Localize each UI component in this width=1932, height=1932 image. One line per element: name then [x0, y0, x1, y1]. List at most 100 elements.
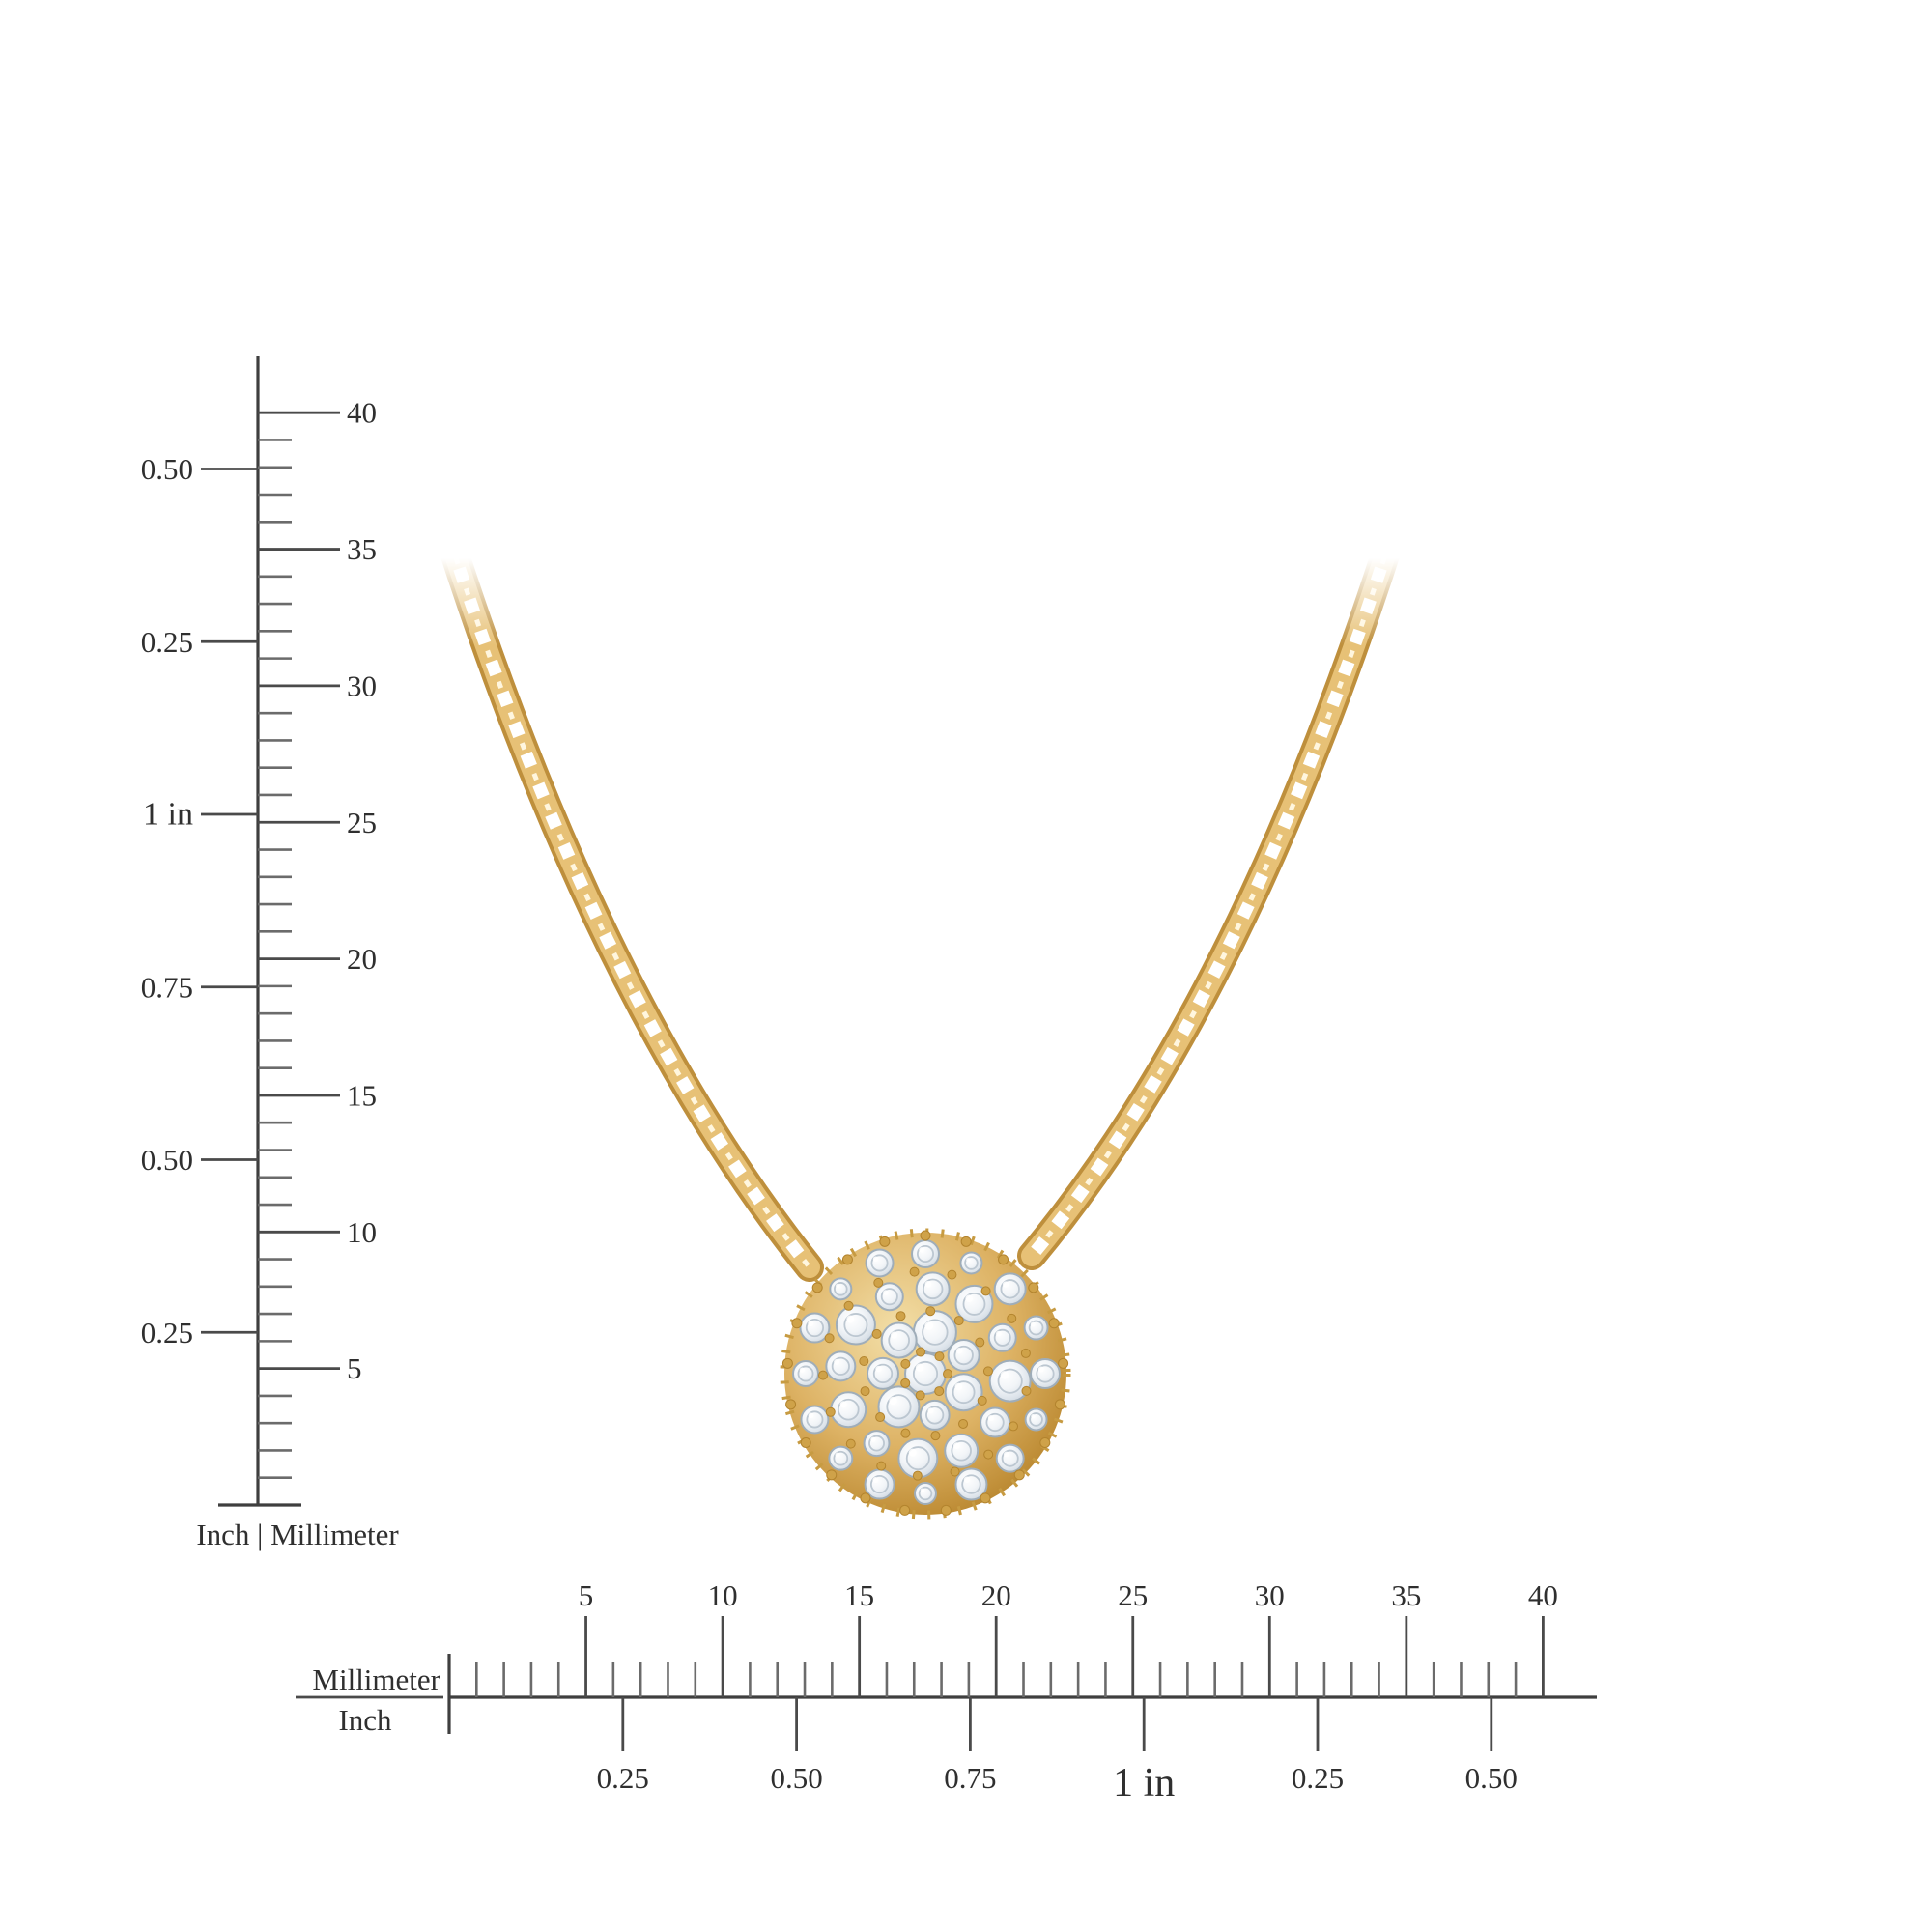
pendant-diamond — [988, 1359, 1032, 1403]
gold-bead — [947, 1269, 957, 1280]
inch-tick-label: 0.50 — [770, 1761, 822, 1795]
chain-left — [439, 526, 820, 1278]
chain-end-fade-left — [394, 500, 514, 645]
gold-bead — [825, 1406, 836, 1417]
diamond-highlight — [1003, 1451, 1009, 1458]
gold-bead — [860, 1492, 871, 1504]
diamond-facet-ring — [1036, 1364, 1055, 1383]
gold-bead — [977, 1395, 987, 1406]
diamond-highlight — [953, 1442, 960, 1450]
horizontal-ruler-mm-unit-label: Millimeter — [312, 1662, 440, 1696]
diamond-facet-ring — [922, 1278, 944, 1300]
gold-bead — [900, 1378, 911, 1388]
pendant-diamond — [919, 1399, 951, 1431]
diamond-highlight — [870, 1436, 876, 1442]
diamond-highlight — [956, 1348, 963, 1354]
gold-bead — [800, 1437, 811, 1448]
gold-bead — [1013, 1469, 1025, 1481]
diamond-facet-ring — [964, 1256, 979, 1270]
gold-bead — [934, 1386, 945, 1397]
gold-bead — [871, 1328, 882, 1339]
gold-bead — [983, 1449, 994, 1460]
diamond-facet-ring — [916, 1244, 935, 1264]
mm-tick-label: 20 — [347, 942, 377, 976]
inch-tick-label: 0.25 — [597, 1761, 649, 1795]
diamond-highlight — [987, 1414, 994, 1421]
gold-bead — [875, 1412, 886, 1423]
diamond-facet-ring — [951, 1439, 972, 1462]
mm-tick-label: 25 — [1118, 1578, 1148, 1612]
inch-tick-label: 1 in — [1113, 1761, 1175, 1805]
diamond-facet-ring — [912, 1360, 939, 1387]
gold-bead — [912, 1470, 923, 1481]
pendant-diamond — [915, 1271, 951, 1307]
gold-bead — [899, 1504, 911, 1516]
chain-right — [1027, 535, 1398, 1261]
pendant-diamond — [835, 1304, 876, 1346]
vertical-ruler: 5 10 15 20 25 30 35 40 0.25 0.50 0.75 1 in 0.25 0.50 — [141, 356, 377, 1507]
diamond-highlight — [1031, 1413, 1036, 1419]
vertical-ruler-units-label: Inch | Millimeter — [196, 1518, 399, 1551]
diamond-facet-ring — [1000, 1279, 1020, 1299]
gold-bead — [876, 1461, 887, 1471]
pendant-diamond — [880, 1321, 918, 1359]
diamond-highlight — [839, 1401, 847, 1408]
gold-bead — [980, 1286, 991, 1296]
pendant-diamond — [864, 1468, 895, 1500]
gold-bead — [925, 1306, 936, 1317]
diamond-facet-ring — [997, 1368, 1023, 1394]
pendant-diamond — [877, 1385, 921, 1429]
gold-bead — [1054, 1399, 1065, 1410]
diamond-facet-ring — [1029, 1412, 1043, 1427]
inch-tick-label: 0.25 — [141, 1316, 193, 1350]
pendant-diamond — [993, 1272, 1027, 1306]
diamond-facet-ring — [833, 1450, 849, 1466]
gold-bead — [841, 1254, 853, 1265]
diamond-facet-ring — [925, 1406, 945, 1425]
diamond-highlight — [924, 1321, 934, 1330]
chain-left — [435, 523, 824, 1282]
gold-bead — [843, 1300, 854, 1311]
gold-bead — [1020, 1348, 1031, 1358]
gold-bead — [980, 1492, 991, 1504]
inch-tick-label: 0.25 — [1292, 1761, 1344, 1795]
pendant — [780, 1228, 1071, 1520]
inch-tick-label: 0.50 — [141, 1143, 193, 1177]
diamond-facet-ring — [1028, 1320, 1044, 1336]
pendant-diamond — [825, 1350, 857, 1382]
diamond-facet-ring — [805, 1318, 825, 1338]
inch-tick-label: 0.75 — [944, 1761, 996, 1795]
diamond-highlight — [927, 1407, 934, 1414]
gold-bead — [845, 1438, 856, 1449]
mm-tick-label: 15 — [844, 1578, 874, 1612]
inch-tick-label: 0.50 — [141, 452, 193, 486]
diamond-highlight — [835, 1452, 840, 1458]
diamond-facet-ring — [905, 1446, 930, 1471]
diamond-facet-ring — [888, 1329, 910, 1351]
diamond-facet-ring — [961, 1474, 981, 1494]
diamond-facet-ring — [868, 1435, 885, 1452]
diamond-facet-ring — [918, 1486, 933, 1501]
diamond-highlight — [846, 1315, 855, 1323]
pendant-diamond — [829, 1277, 853, 1301]
diamond-highlight — [966, 1257, 971, 1263]
pendant-diamond — [911, 1239, 940, 1268]
inch-tick-label: 1 in — [143, 797, 193, 833]
gold-bead — [1058, 1357, 1069, 1369]
gold-bead — [895, 1311, 906, 1321]
diamond-facet-ring — [880, 1288, 898, 1306]
diamond-highlight — [834, 1358, 840, 1365]
pendant-milgrain-rim — [780, 1228, 1071, 1520]
diamond-highlight — [872, 1256, 879, 1263]
diamond-highlight — [1003, 1281, 1009, 1288]
mm-tick-label: 25 — [347, 806, 377, 839]
gold-bead — [930, 1431, 941, 1441]
diamond-facet-ring — [870, 1254, 889, 1272]
diamond-highlight — [924, 1280, 932, 1288]
inch-tick-label: 0.50 — [1465, 1761, 1518, 1795]
gold-bead — [781, 1357, 793, 1369]
pendant-diamond — [867, 1356, 900, 1390]
gold-bead — [1008, 1421, 1018, 1432]
